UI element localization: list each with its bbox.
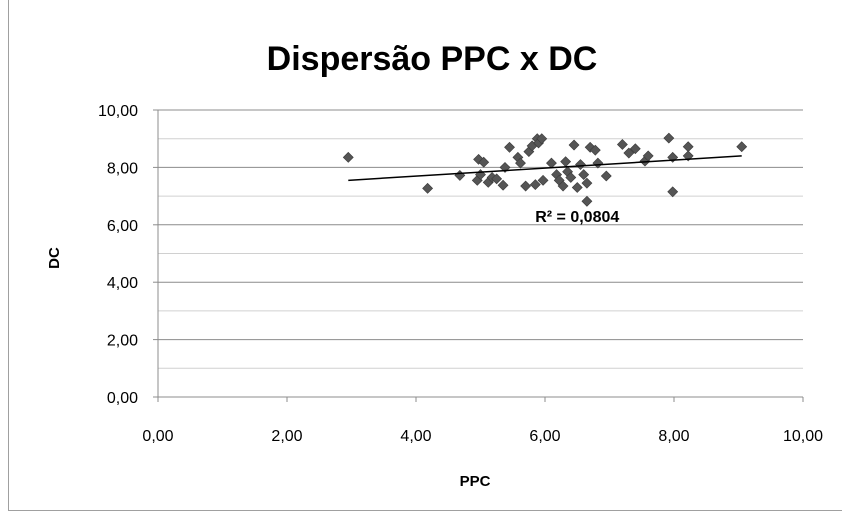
data-point — [600, 170, 612, 182]
y-tick-label: 4,00 — [107, 275, 138, 292]
data-point — [623, 147, 635, 159]
data-point — [568, 139, 580, 151]
gridlines — [158, 109, 803, 369]
y-tick-labels: 0,00 2,00 4,00 6,00 8,00 10,00 — [98, 103, 138, 407]
data-point — [581, 177, 593, 189]
data-point — [578, 169, 590, 180]
data-point — [520, 180, 532, 192]
data-points — [342, 132, 748, 207]
data-point — [571, 182, 583, 193]
x-tick-label: 10,00 — [783, 428, 823, 445]
data-point — [592, 157, 604, 169]
x-tick-label: 2,00 — [271, 428, 302, 445]
chart-title: Dispersão PPC x DC — [267, 40, 598, 78]
y-tick-label: 6,00 — [107, 218, 138, 235]
data-point — [560, 156, 572, 168]
data-point — [491, 173, 503, 185]
y-axis-title: DC — [46, 247, 63, 269]
y-tick-label: 0,00 — [107, 390, 138, 407]
x-axis-title: PPC — [460, 473, 491, 490]
data-point — [589, 144, 601, 156]
y-tick-label: 10,00 — [98, 103, 138, 120]
data-point — [736, 141, 748, 153]
data-point — [629, 143, 641, 155]
data-point — [497, 179, 509, 191]
data-point — [537, 174, 549, 186]
x-tick-label: 8,00 — [658, 428, 689, 445]
data-point — [478, 156, 490, 168]
data-point — [557, 180, 569, 192]
data-point — [546, 157, 557, 169]
data-point — [642, 150, 654, 162]
data-point — [504, 141, 515, 153]
data-point — [515, 157, 526, 169]
data-point — [575, 159, 586, 170]
axes — [153, 109, 804, 402]
x-tick-labels: 0,00 2,00 4,00 6,00 8,00 10,00 — [142, 428, 823, 445]
data-point — [581, 195, 593, 207]
data-point — [529, 179, 541, 191]
data-point — [616, 139, 628, 150]
data-point — [682, 141, 694, 153]
data-point — [454, 170, 466, 181]
data-point — [663, 132, 675, 144]
x-tick-label: 0,00 — [142, 428, 173, 445]
data-point — [667, 186, 679, 198]
x-tick-label: 4,00 — [400, 428, 431, 445]
x-tick-label: 6,00 — [529, 428, 560, 445]
trendline — [348, 155, 742, 182]
data-point — [536, 133, 548, 145]
chart-frame — [8, 0, 842, 511]
data-point — [422, 182, 434, 194]
r-squared-annotation: R² = 0,0804 — [535, 209, 619, 226]
y-tick-label: 2,00 — [107, 333, 138, 350]
y-tick-label: 8,00 — [107, 160, 138, 177]
data-point — [342, 151, 354, 163]
data-point — [565, 172, 577, 183]
